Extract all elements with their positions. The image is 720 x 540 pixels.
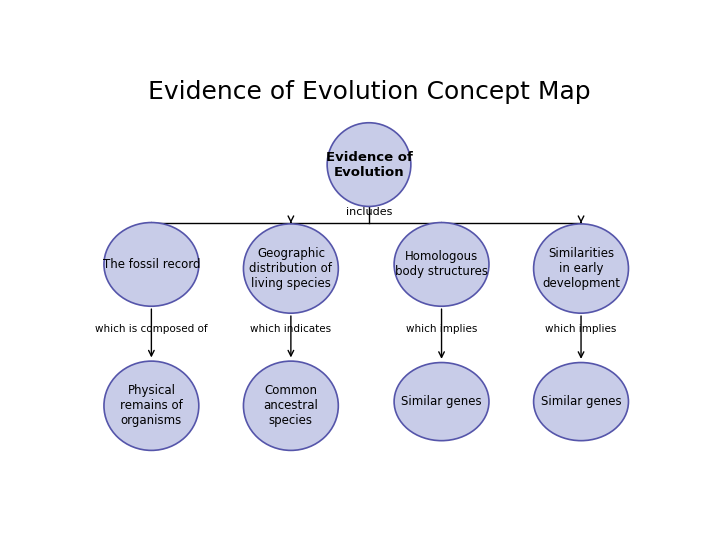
Text: includes: includes (346, 207, 392, 218)
Text: Physical
remains of
organisms: Physical remains of organisms (120, 384, 183, 427)
Ellipse shape (534, 224, 629, 313)
Text: which is composed of: which is composed of (95, 324, 207, 334)
Text: Homologous
body structures: Homologous body structures (395, 251, 488, 279)
Text: Similarities
in early
development: Similarities in early development (542, 247, 620, 290)
Text: which implies: which implies (545, 324, 617, 334)
Text: Evidence of Evolution Concept Map: Evidence of Evolution Concept Map (148, 80, 590, 104)
Text: Evidence of
Evolution: Evidence of Evolution (325, 151, 413, 179)
Ellipse shape (394, 362, 489, 441)
Text: which indicates: which indicates (251, 324, 331, 334)
Ellipse shape (394, 222, 489, 306)
Ellipse shape (243, 224, 338, 313)
Ellipse shape (104, 361, 199, 450)
Ellipse shape (243, 361, 338, 450)
Text: Similar genes: Similar genes (401, 395, 482, 408)
Text: The fossil record: The fossil record (103, 258, 200, 271)
Text: which implies: which implies (406, 324, 477, 334)
Text: Common
ancestral
species: Common ancestral species (264, 384, 318, 427)
Ellipse shape (104, 222, 199, 306)
Ellipse shape (327, 123, 411, 206)
Text: Geographic
distribution of
living species: Geographic distribution of living specie… (249, 247, 333, 290)
Text: Similar genes: Similar genes (541, 395, 621, 408)
Ellipse shape (534, 362, 629, 441)
